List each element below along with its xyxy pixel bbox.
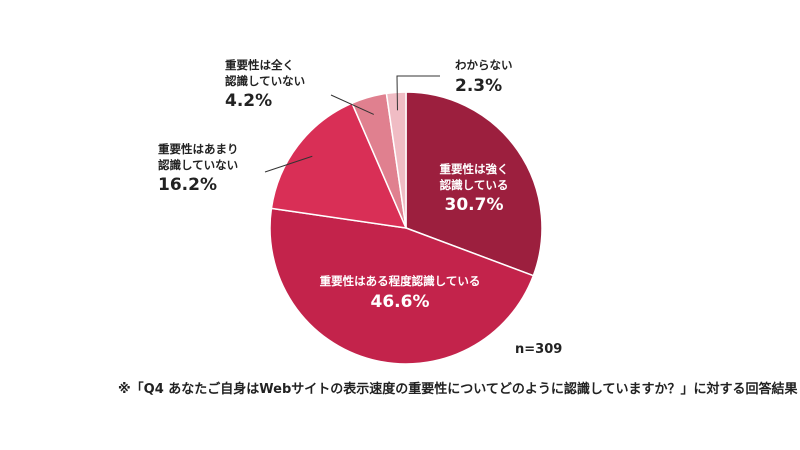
- slice-label-not-at-all-aware: 重要性は全く 認識していない 4.2%: [225, 58, 305, 113]
- leader-line-not-very-aware: [264, 155, 313, 173]
- slice-label-text: 重要性は強く: [439, 162, 509, 176]
- slice-label-strongly-aware: 重要性は強く 認識している 30.7%: [404, 162, 544, 217]
- slice-value-label: 2.3%: [455, 75, 503, 96]
- slice-label-dont-know: わからない 2.3%: [455, 58, 513, 97]
- slice-label-text: 重要性はある程度認識している: [319, 274, 481, 288]
- slice-label-text: 重要性はあまり: [158, 142, 239, 156]
- leader-line-dont-know: [396, 75, 440, 111]
- slice-value-label: 16.2%: [158, 175, 217, 196]
- slice-somewhat-aware: [269, 207, 535, 365]
- slice-value-label: 30.7%: [444, 195, 504, 216]
- slice-label-not-very-aware: 重要性はあまり 認識していない 16.2%: [158, 142, 239, 197]
- leader-line-not-at-all-aware: [330, 94, 374, 115]
- slice-not-very-aware: [270, 102, 408, 229]
- slice-label-text: 認識していない: [158, 157, 239, 172]
- slice-label-text: 認識している: [439, 177, 509, 192]
- slice-strongly-aware: [405, 91, 543, 277]
- slice-label-somewhat-aware: 重要性はある程度認識している 46.6%: [280, 274, 520, 313]
- slice-label-text: 重要性は全く: [225, 58, 294, 72]
- slice-value-label: 4.2%: [225, 91, 273, 112]
- slice-value-label: 46.6%: [370, 291, 430, 312]
- slice-dont-know: [385, 91, 407, 229]
- slice-label-text: わからない: [455, 58, 513, 72]
- sample-size-label: n=309: [515, 342, 563, 357]
- footnote: ※「Q4 あなたご自身はWebサイトの表示速度の重要性についてどのように認識して…: [118, 382, 798, 397]
- slice-label-text: 認識していない: [225, 73, 306, 88]
